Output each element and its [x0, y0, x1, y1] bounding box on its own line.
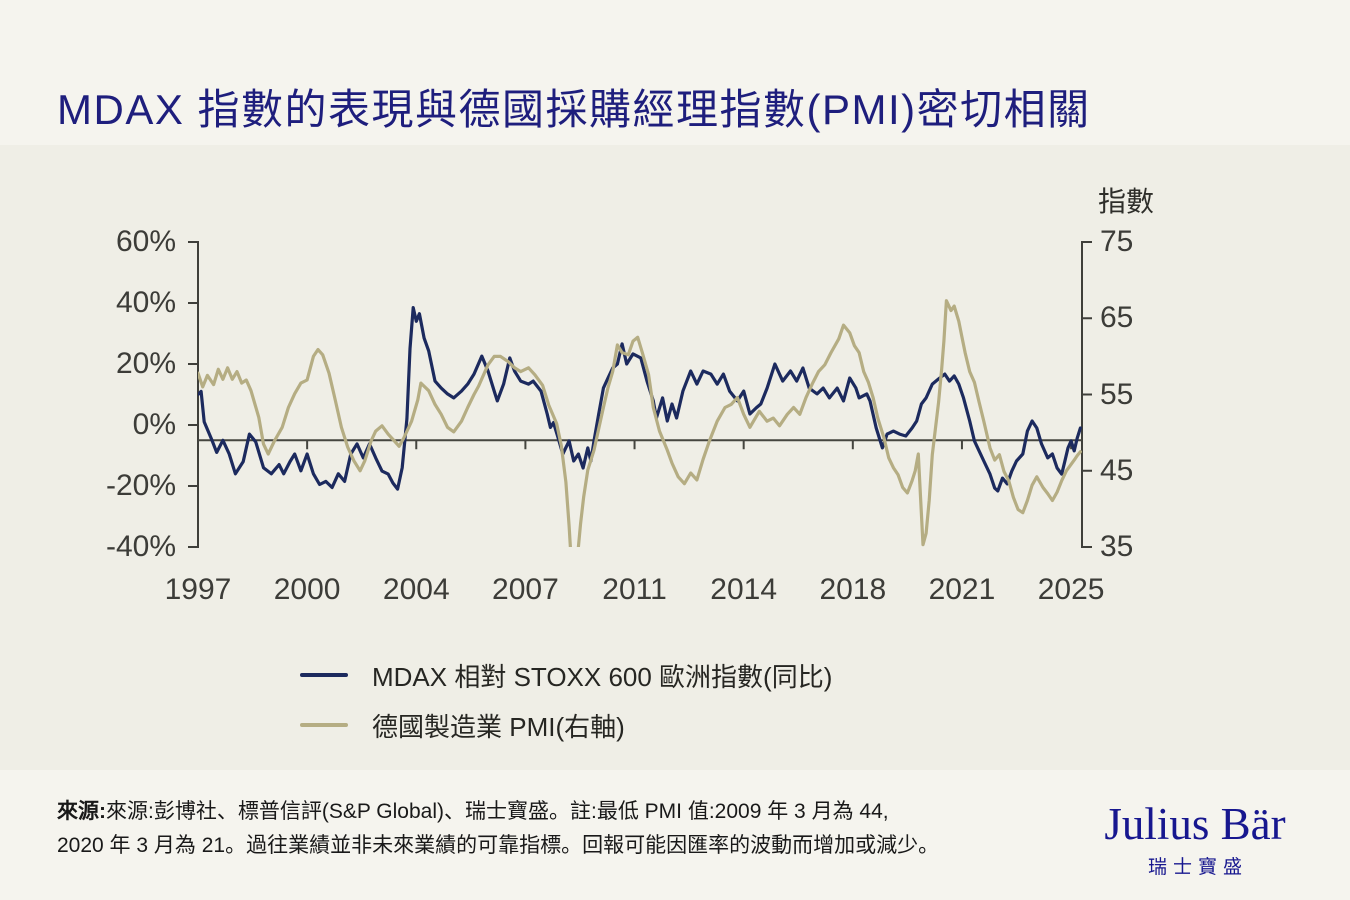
right-axis-title: 指數: [1098, 186, 1155, 217]
julius-baer-logo: Julius Bär 瑞士寶盛: [1090, 800, 1300, 879]
x-axis-tick-label: 2007: [492, 573, 559, 606]
series-line-1: [198, 299, 1082, 547]
x-axis-tick-label: 2011: [602, 573, 667, 606]
left-axis-tick-label: 0%: [132, 408, 176, 441]
right-axis-tick-label: 75: [1100, 225, 1134, 258]
footer-band: [0, 770, 1350, 900]
x-axis-tick-label: 2018: [819, 573, 887, 606]
x-axis-tick-label: 2021: [928, 573, 996, 606]
legend-label-0: MDAX 相對 STOXX 600 歐洲指數(同比): [372, 661, 833, 692]
x-axis-tick-label: 2004: [382, 573, 450, 606]
source-text: 來源:彭博社、標普信評(S&P Global)、瑞士寶盛。註:最低 PMI 值:…: [106, 800, 889, 823]
legend-item-0: MDAX 相對 STOXX 600 歐洲指數(同比): [300, 650, 832, 700]
chart-band: [0, 145, 1350, 770]
header-band: [0, 0, 1350, 145]
left-axis-tick-label: 60%: [115, 225, 176, 258]
legend-item-1: 德國製造業 PMI(右軸): [300, 700, 832, 750]
chart-legend: MDAX 相對 STOXX 600 歐洲指數(同比) 德國製造業 PMI(右軸): [300, 650, 832, 750]
x-axis-tick-label: 2025: [1037, 573, 1105, 606]
source-note: 來源:來源:彭博社、標普信評(S&P Global)、瑞士寶盛。註:最低 PMI…: [57, 795, 1037, 863]
right-axis-tick-label: 35: [1100, 530, 1134, 563]
right-axis-tick-label: 55: [1100, 377, 1134, 411]
left-axis-tick-label: -20%: [105, 469, 176, 502]
source-note-line2: 2020 年 3 月為 21。過往業績並非未來業績的可靠指標。回報可能因匯率的波…: [57, 834, 940, 857]
source-note-line1: 來源:來源:彭博社、標普信評(S&P Global)、瑞士寶盛。註:最低 PMI…: [57, 795, 1037, 829]
series-line-0: [198, 306, 1082, 493]
x-axis-tick-label: 2014: [710, 573, 778, 606]
left-axis-tick-label: 40%: [115, 286, 176, 319]
logo-subtitle: 瑞士寶盛: [1147, 857, 1248, 878]
x-axis-tick-label: 2000: [273, 573, 341, 606]
legend-swatch-0: [300, 673, 348, 677]
right-axis-tick-label: 45: [1100, 453, 1134, 487]
left-axis-tick-label: -40%: [105, 530, 176, 563]
left-axis-tick-label: 20%: [115, 347, 176, 380]
legend-label-1: 德國製造業 PMI(右軸): [372, 711, 625, 742]
source-label: 來源:: [57, 800, 106, 823]
page-title: MDAX 指數的表現與德國採購經理指數(PMI)密切相關: [57, 86, 1091, 134]
legend-swatch-1: [300, 723, 348, 727]
right-axis-tick-label: 65: [1100, 301, 1134, 335]
logo-wordmark: Julius Bär: [1104, 799, 1286, 849]
x-axis-tick-label: 1997: [164, 573, 232, 606]
